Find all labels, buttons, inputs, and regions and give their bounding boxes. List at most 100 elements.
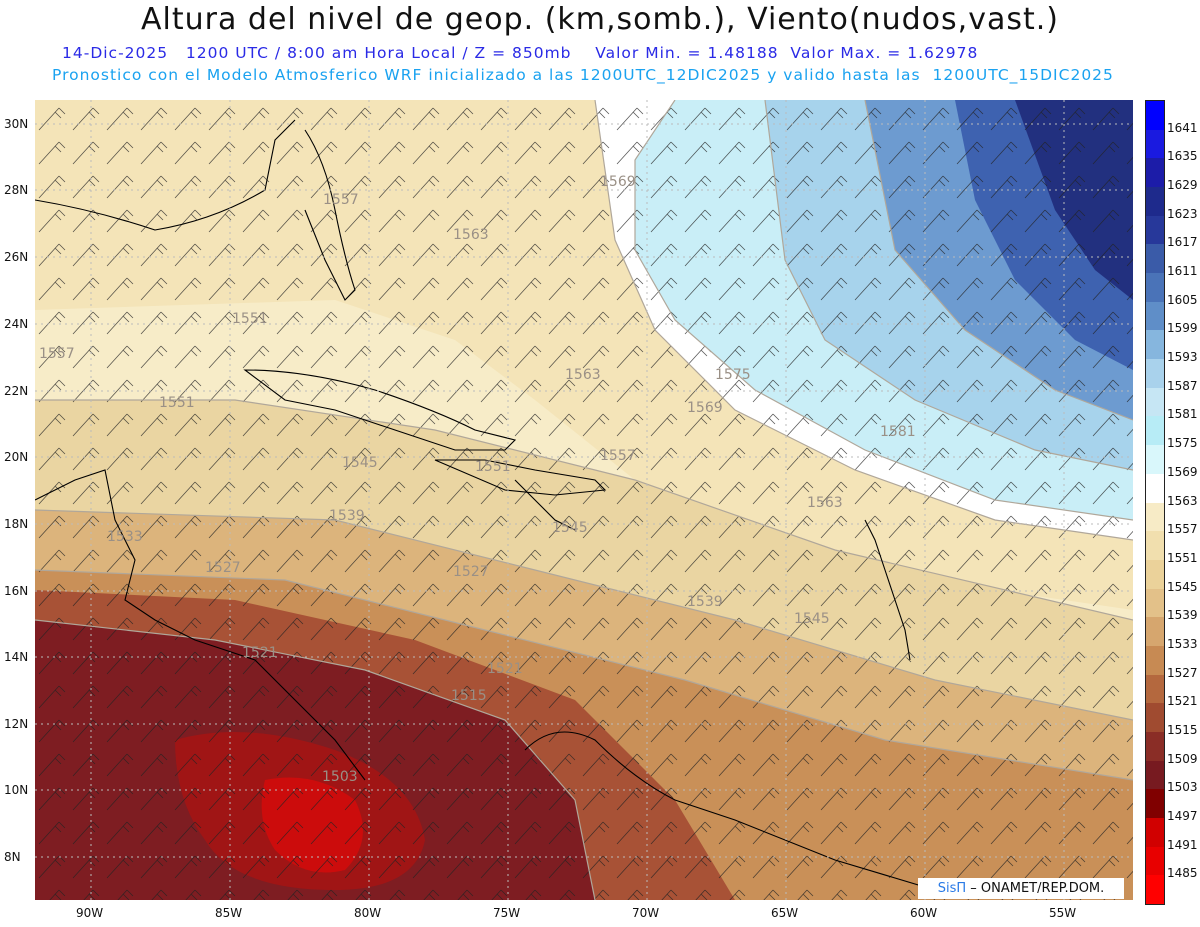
lat-label: 10N xyxy=(4,783,29,797)
colorbar-cell xyxy=(1146,703,1164,733)
colorbar-level-label: 1509 xyxy=(1167,751,1198,766)
colorbar-level-label: 1611 xyxy=(1167,264,1198,279)
colorbar-cell xyxy=(1146,445,1164,475)
colorbar-level-label: 1503 xyxy=(1167,780,1198,795)
lon-label: 60W xyxy=(910,906,938,920)
lat-label: 20N xyxy=(4,450,29,464)
colorbar-cell xyxy=(1146,158,1164,188)
colorbar-cell xyxy=(1146,387,1164,417)
colorbar-cell xyxy=(1146,645,1164,676)
subtitle-model-info: Pronostico con el Modelo Atmosferico WRF… xyxy=(52,66,1114,84)
contour-label: 1545 xyxy=(342,455,378,471)
colorbar-cell xyxy=(1146,473,1164,503)
colorbar-level-label: 1545 xyxy=(1167,579,1198,594)
credit-label: SisΠ – ONAMET/REP.DOM. xyxy=(918,878,1124,899)
colorbar-cell xyxy=(1146,301,1164,331)
contour-label: 1521 xyxy=(487,661,523,677)
contour-label: 1557 xyxy=(323,192,359,208)
contour-label: 1563 xyxy=(807,495,843,511)
colorbar-level-label: 1593 xyxy=(1167,350,1198,365)
colorbar-level-label: 1599 xyxy=(1167,321,1198,336)
colorbar-cell xyxy=(1146,129,1164,159)
colorbar-level-label: 1581 xyxy=(1167,407,1198,422)
colorbar-level-label: 1539 xyxy=(1167,608,1198,623)
colorbar-level-label: 1575 xyxy=(1167,436,1198,451)
lat-label: 28N xyxy=(4,183,29,197)
colorbar-level-label: 1605 xyxy=(1167,292,1198,307)
lat-label: 14N xyxy=(4,650,29,664)
colorbar-cell xyxy=(1146,215,1164,245)
lon-label: 65W xyxy=(771,906,799,920)
colorbar-cell xyxy=(1146,846,1164,876)
colorbar-cell xyxy=(1146,559,1164,590)
colorbar-cell xyxy=(1146,617,1164,647)
colorbar-cell xyxy=(1146,531,1164,561)
contour-label: 1533 xyxy=(107,529,143,545)
colorbar-cell xyxy=(1146,273,1164,303)
lat-label: 18N xyxy=(4,517,29,531)
colorbar-level-label: 1569 xyxy=(1167,464,1198,479)
contour-label: 1527 xyxy=(205,560,241,576)
forecast-map: 1569 1557 1563 1551 1557 1551 1563 1575 … xyxy=(35,100,1133,900)
contour-label: 1539 xyxy=(687,594,723,610)
colorbar-level-label: 1551 xyxy=(1167,550,1198,565)
lat-label: 24N xyxy=(4,317,29,331)
subtitle-datetime-values: 14-Dic-2025 1200 UTC / 8:00 am Hora Loca… xyxy=(62,44,979,62)
contour-label: 1551 xyxy=(159,395,195,411)
lat-label: 12N xyxy=(4,717,29,731)
lon-label: 75W xyxy=(493,906,521,920)
contour-label: 1569 xyxy=(600,174,636,190)
contour-label: 1521 xyxy=(242,645,278,661)
colorbar-cell xyxy=(1146,416,1164,446)
lon-label: 70W xyxy=(632,906,660,920)
colorbar-level-label: 1485 xyxy=(1167,866,1198,881)
contour-label: 1527 xyxy=(453,564,489,580)
contour-label: 1581 xyxy=(880,424,916,440)
colorbar-level-label: 1521 xyxy=(1167,694,1198,709)
lon-label: 90W xyxy=(76,906,104,920)
graticule xyxy=(35,100,1133,900)
brand-logo: SisΠ xyxy=(937,881,967,896)
lat-label: 30N xyxy=(4,117,29,131)
contour-label: 1545 xyxy=(552,520,588,536)
colorbar-cell xyxy=(1146,187,1164,217)
contour-label: 1575 xyxy=(715,367,751,383)
shaded-field xyxy=(35,100,1133,900)
colorbar-level-label: 1533 xyxy=(1167,636,1198,651)
colorbar-cell xyxy=(1146,760,1164,790)
credit-text: – ONAMET/REP.DOM. xyxy=(970,881,1105,896)
contour-label: 1551 xyxy=(475,459,511,475)
contour-label: 1569 xyxy=(687,400,723,416)
colorbar-cell xyxy=(1146,588,1164,618)
colorbar xyxy=(1145,100,1165,905)
lat-label: 16N xyxy=(4,584,29,598)
colorbar-level-label: 1641 xyxy=(1167,120,1198,135)
colorbar-level-label: 1587 xyxy=(1167,378,1198,393)
colorbar-cell xyxy=(1146,244,1164,274)
contour-label: 1539 xyxy=(329,508,365,524)
colorbar-cell xyxy=(1146,330,1164,360)
contour-label: 1563 xyxy=(453,227,489,243)
colorbar-cell xyxy=(1146,789,1164,819)
colorbar-level-label: 1497 xyxy=(1167,808,1198,823)
contour-label: 1557 xyxy=(39,346,75,362)
colorbar-level-label: 1491 xyxy=(1167,837,1198,852)
colorbar-cell xyxy=(1146,731,1164,762)
contour-label: 1545 xyxy=(794,611,830,627)
colorbar-level-label: 1635 xyxy=(1167,149,1198,164)
colorbar-cell xyxy=(1146,359,1164,389)
colorbar-cell xyxy=(1146,674,1164,704)
lat-label: 26N xyxy=(4,250,29,264)
lon-label: 85W xyxy=(215,906,243,920)
contour-labels: 1569 1557 1563 1551 1557 1551 1563 1575 … xyxy=(39,174,916,785)
colorbar-cell xyxy=(1146,817,1164,848)
colorbar-level-label: 1617 xyxy=(1167,235,1198,250)
lat-label: 8N xyxy=(4,850,21,864)
contour-label: 1515 xyxy=(451,688,487,704)
contour-label: 1563 xyxy=(565,367,601,383)
contour-label: 1551 xyxy=(232,311,268,327)
colorbar-cell xyxy=(1146,875,1164,905)
contour-label: 1503 xyxy=(322,769,358,785)
colorbar-level-label: 1623 xyxy=(1167,206,1198,221)
coastlines xyxy=(35,119,936,891)
